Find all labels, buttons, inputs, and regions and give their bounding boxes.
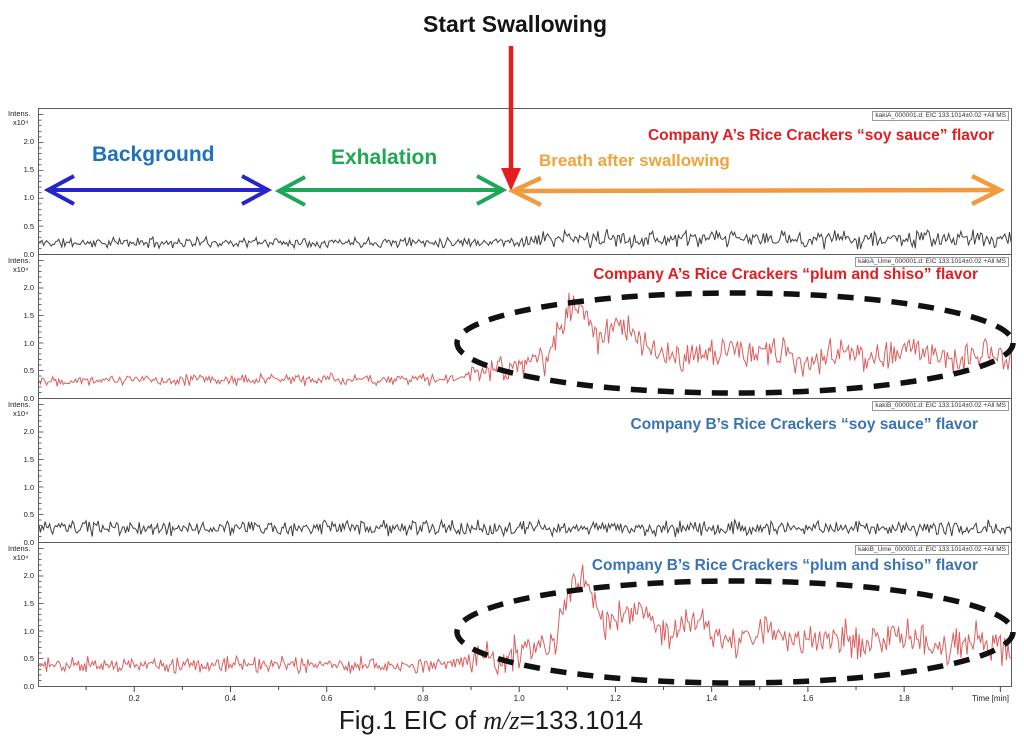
- y-axis-scale: x10⁴: [13, 553, 29, 562]
- chromatogram-panel: Intens. x10⁴ 2.0 1.5 1.0 0.5 0.0 kakiA_000001.d…: [0, 108, 1024, 259]
- chromatogram-trace: [39, 228, 1011, 250]
- y-tick-label: 0.0: [23, 682, 34, 691]
- x-tick-label: 1.4: [706, 694, 718, 703]
- scan-header: kakiA_000001.d: EIC 133.1014±0.02 +All M…: [872, 111, 1009, 121]
- x-tick-label: 1.0: [514, 694, 526, 703]
- x-tick-label: 1.8: [899, 694, 911, 703]
- y-tick-label: 2.0: [23, 136, 34, 146]
- y-tick-label: 1.5: [23, 310, 34, 320]
- y-axis-title: Intens.: [8, 109, 31, 118]
- y-tick-label: 1.5: [23, 165, 34, 175]
- panel-plot-area: kakiA_000001.d: EIC 133.1014±0.02 +All M…: [38, 108, 1012, 255]
- caption-suffix: =133.1014: [519, 705, 644, 735]
- y-tick-label: 2.0: [23, 427, 34, 437]
- scan-header: kakiB_000001.d: EIC 133.1014±0.02 +All M…: [872, 401, 1009, 411]
- y-tick-label: 0.0: [23, 394, 34, 403]
- scan-header: kakiA_Ume_000001.d: EIC 133.1014±0.02 +A…: [855, 257, 1009, 267]
- label-exhalation: Exhalation: [331, 146, 438, 169]
- y-tick-label: 0.5: [23, 510, 34, 520]
- y-tick-label: 1.5: [23, 454, 34, 464]
- trace-plot: [39, 114, 1011, 250]
- y-tick-label: 0.5: [23, 221, 34, 231]
- label-background: Background: [92, 143, 215, 166]
- x-tick-label: 0.4: [225, 694, 237, 703]
- panel-plot-area: kakiB_Ume_000001.d: EIC 133.1014±0.02 +A…: [38, 543, 1012, 687]
- panel-label: Company A’s Rice Crackers “plum and shis…: [593, 266, 978, 283]
- trace-plot: [39, 404, 1011, 538]
- y-tick-label: 0.5: [23, 654, 34, 664]
- y-tick-label: 0.0: [23, 538, 34, 547]
- scan-header: kakiB_Ume_000001.d: EIC 133.1014±0.02 +A…: [855, 545, 1009, 555]
- y-axis-scale: x10⁴: [13, 409, 29, 418]
- caption-prefix: Fig.1 EIC of: [338, 705, 484, 735]
- x-tick-label: 0.2: [129, 694, 141, 703]
- x-axis-unit: Time [min]: [972, 694, 1009, 703]
- chromatogram-panel: Intens. x10⁴ 2.0 1.5 1.0 0.5 0.0 kakiB_000001.d…: [0, 399, 1024, 547]
- chromatogram-trace: [39, 518, 1011, 538]
- y-tick-label: 1.0: [23, 482, 34, 492]
- panel-plot-area: kakiA_Ume_000001.d: EIC 133.1014±0.02 +A…: [38, 255, 1012, 399]
- chromatogram-trace: [39, 564, 1011, 676]
- y-axis-title: Intens.: [8, 256, 31, 265]
- x-tick-label: 1.6: [802, 694, 814, 703]
- y-axis-scale: x10⁴: [13, 265, 29, 274]
- y-tick-label: 0.5: [23, 366, 34, 376]
- figure-title: Start Swallowing: [422, 11, 608, 37]
- y-tick-label: 1.0: [23, 193, 34, 203]
- chromatogram-panel: Intens. x10⁴ 2.0 1.5 1.0 0.5 0.0 kakiA_Ume_0000…: [0, 255, 1024, 403]
- panel-label: Company A’s Rice Crackers “soy sauce” fl…: [647, 127, 994, 144]
- chromatogram-trace: [39, 292, 1011, 387]
- y-tick-label: 1.5: [23, 598, 34, 608]
- panel-plot-area: kakiB_000001.d: EIC 133.1014±0.02 +All M…: [38, 399, 1012, 543]
- chromatogram-panel: Intens. x10⁴ 2.0 1.5 1.0 0.5 0.0 kakiB_Ume_0000…: [0, 543, 1024, 691]
- y-axis-title: Intens.: [8, 544, 31, 553]
- y-tick-label: 2.0: [23, 571, 34, 581]
- x-tick-label: 1.2: [610, 694, 622, 703]
- y-tick-label: 2.0: [23, 283, 34, 293]
- figure-caption: Fig.1 EIC of m/z=133.1014: [0, 705, 982, 736]
- label-breath-after-swallowing: Breath after swallowing: [539, 151, 730, 170]
- y-tick-label: 0.0: [23, 250, 34, 259]
- panel-label: Company B’s Rice Crackers “plum and shis…: [591, 557, 978, 574]
- y-axis-scale: x10⁴: [13, 118, 29, 127]
- x-tick-label: 0.8: [417, 694, 429, 703]
- y-tick-label: 1.0: [23, 338, 34, 348]
- panel-label: Company B’s Rice Crackers “soy sauce” fl…: [630, 416, 978, 433]
- x-tick-label: 0.6: [321, 694, 333, 703]
- y-axis-title: Intens.: [8, 400, 31, 409]
- caption-mz: m/z: [483, 706, 520, 735]
- y-tick-label: 1.0: [23, 626, 34, 636]
- time-axis: 0.2 0.4 0.6 0.8 1.0 1.2 1.4 1.6 1.8 Time [min]: [85, 687, 1009, 703]
